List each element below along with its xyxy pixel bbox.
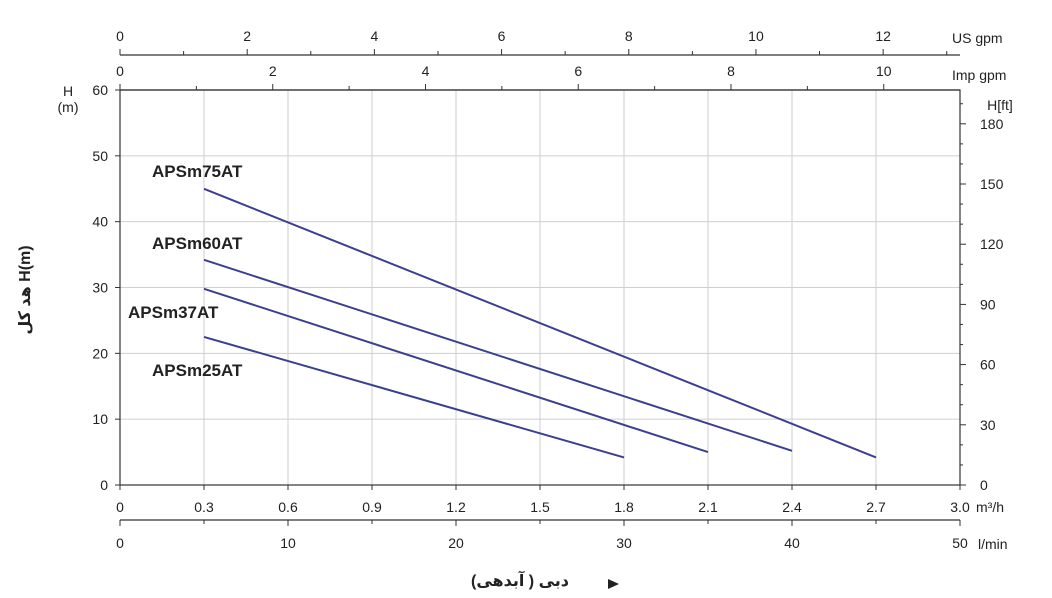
lmin-unit: l/min bbox=[978, 536, 1008, 552]
x-tick-label: 0.9 bbox=[362, 499, 382, 515]
side-title: هد کل H(m) bbox=[17, 245, 34, 334]
lmin-axis-tick-label: 50 bbox=[952, 535, 968, 551]
y-left-tick-label: 30 bbox=[92, 280, 108, 296]
us-gpm-axis-tick-label: 0 bbox=[116, 28, 124, 44]
arrow-icon bbox=[608, 579, 619, 589]
x-tick-label: 1.8 bbox=[614, 499, 634, 515]
imp-gpm-axis-tick-label: 8 bbox=[727, 63, 735, 79]
us-gpm-axis-tick-label: 8 bbox=[625, 28, 633, 44]
imp-gpm-unit: Imp gpm bbox=[952, 67, 1006, 83]
series-line-apsm37at bbox=[203, 287, 709, 454]
series-label: APSm25AT bbox=[152, 361, 243, 380]
lmin-axis-tick-label: 0 bbox=[116, 535, 124, 551]
series-line-apsm25at bbox=[203, 335, 625, 459]
series-line-apsm60at bbox=[203, 258, 793, 452]
labels-layer: 0 0.3 0.6 0.9 1.2 1.5 1.8 2.1 2.4 2.7 3.0010203040… bbox=[92, 28, 1003, 551]
x-tick-label: 1.2 bbox=[446, 499, 466, 515]
imp-gpm-axis-tick-label: 0 bbox=[116, 63, 124, 79]
us-gpm-axis-tick-label: 12 bbox=[875, 28, 891, 44]
us-gpm-axis-tick-label: 6 bbox=[498, 28, 506, 44]
lmin-axis-tick-label: 30 bbox=[616, 535, 632, 551]
bottom-title: دبی ( آبدهی) bbox=[471, 570, 569, 590]
series-label: APSm75AT bbox=[152, 162, 243, 181]
y-right-tick-label: 150 bbox=[980, 176, 1004, 192]
y-right-tick-label: 30 bbox=[980, 417, 996, 433]
y-left-tick-label: 10 bbox=[92, 411, 108, 427]
x-tick-label: 0.6 bbox=[278, 499, 298, 515]
series-label: APSm37AT bbox=[128, 303, 219, 322]
lmin-axis-tick-label: 40 bbox=[784, 535, 800, 551]
x-tick-label: 1.5 bbox=[530, 499, 550, 515]
us-gpm-axis-tick-label: 10 bbox=[748, 28, 764, 44]
y-right-tick-label: 90 bbox=[980, 296, 996, 312]
imp-gpm-axis-tick-label: 4 bbox=[422, 63, 430, 79]
imp-gpm-axis-tick-label: 2 bbox=[269, 63, 277, 79]
x-tick-label: 3.0 bbox=[950, 499, 970, 515]
series-label: APSm60AT bbox=[152, 234, 243, 253]
lmin-axis-tick-label: 20 bbox=[448, 535, 464, 551]
imp-gpm-axis-tick-label: 10 bbox=[876, 63, 892, 79]
y-left-tick-label: 20 bbox=[92, 345, 108, 361]
imp-gpm-axis-tick-label: 6 bbox=[574, 63, 582, 79]
axes-layer bbox=[115, 49, 966, 526]
y-left-tick-label: 0 bbox=[100, 477, 108, 493]
x-tick-label: 0.3 bbox=[194, 499, 214, 515]
series-line-apsm75at bbox=[203, 187, 877, 459]
x-tick-label: 2.4 bbox=[782, 499, 802, 515]
y-left-unit: (m) bbox=[58, 99, 79, 115]
grid-layer bbox=[120, 90, 960, 485]
y-left-tick-label: 50 bbox=[92, 148, 108, 164]
y-left-tick-label: 40 bbox=[92, 214, 108, 230]
y-left-tick-label: 60 bbox=[92, 82, 108, 98]
y-right-tick-label: 0 bbox=[980, 477, 988, 493]
us-gpm-unit: US gpm bbox=[952, 30, 1003, 46]
us-gpm-axis-tick-label: 2 bbox=[243, 28, 251, 44]
y-right-tick-label: 180 bbox=[980, 116, 1004, 132]
curves-layer bbox=[203, 187, 877, 459]
x-tick-label: 2.7 bbox=[866, 499, 886, 515]
y-left-label: H bbox=[63, 83, 73, 99]
y-right-unit: H[ft] bbox=[987, 97, 1013, 113]
x-tick-label: 2.1 bbox=[698, 499, 718, 515]
x-unit-m3h: m³/h bbox=[976, 499, 1004, 515]
y-right-tick-label: 120 bbox=[980, 236, 1004, 252]
us-gpm-axis-tick-label: 4 bbox=[370, 28, 378, 44]
x-tick-label: 0 bbox=[116, 499, 124, 515]
y-right-tick-label: 60 bbox=[980, 357, 996, 373]
lmin-axis-tick-label: 10 bbox=[280, 535, 296, 551]
